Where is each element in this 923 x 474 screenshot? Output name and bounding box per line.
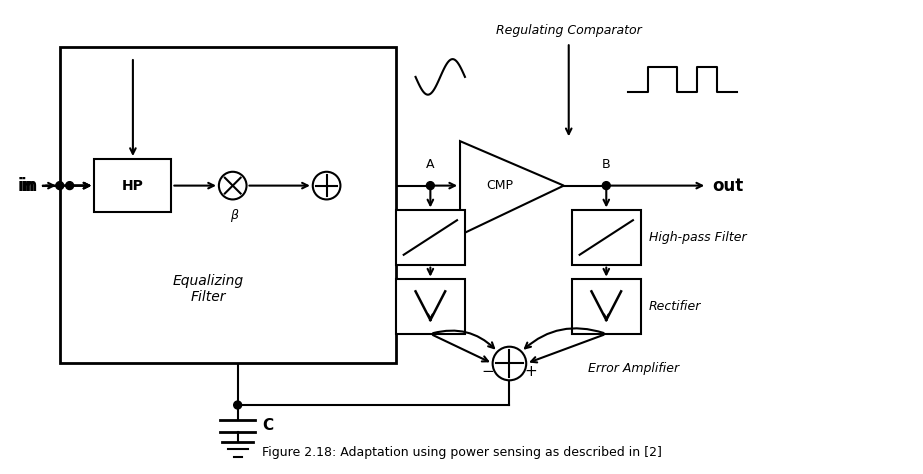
Text: B: B — [602, 158, 611, 171]
Text: Error Amplifier: Error Amplifier — [589, 362, 679, 375]
Text: High-pass Filter: High-pass Filter — [649, 231, 747, 244]
FancyArrowPatch shape — [525, 328, 604, 348]
Text: Rectifier: Rectifier — [649, 300, 701, 313]
Bar — [571, 210, 641, 264]
Circle shape — [493, 346, 526, 380]
Text: HP: HP — [122, 179, 144, 192]
Circle shape — [219, 172, 246, 200]
Circle shape — [55, 182, 64, 190]
Bar — [571, 280, 641, 334]
Text: Figure 2.18: Adaptation using power sensing as described in [2]: Figure 2.18: Adaptation using power sens… — [262, 446, 662, 459]
Circle shape — [234, 401, 242, 409]
Text: out: out — [712, 177, 743, 195]
Text: C: C — [262, 418, 273, 433]
Bar — [396, 210, 465, 264]
Text: −: − — [481, 364, 494, 379]
Bar — [396, 280, 465, 334]
Text: $\beta$: $\beta$ — [230, 207, 239, 224]
Bar — [60, 47, 396, 364]
Circle shape — [603, 182, 610, 190]
Text: Regulating Comparator: Regulating Comparator — [496, 24, 641, 37]
Text: in: in — [18, 177, 35, 195]
Text: +: + — [525, 364, 537, 379]
Text: in: in — [20, 177, 38, 195]
Circle shape — [426, 182, 435, 190]
Circle shape — [66, 182, 74, 190]
FancyArrowPatch shape — [433, 330, 494, 348]
Text: CMP: CMP — [486, 179, 513, 192]
Polygon shape — [460, 141, 564, 235]
Circle shape — [313, 172, 341, 200]
Bar — [94, 159, 172, 212]
Text: Equalizing
Filter: Equalizing Filter — [173, 274, 244, 304]
Text: A: A — [426, 158, 435, 171]
